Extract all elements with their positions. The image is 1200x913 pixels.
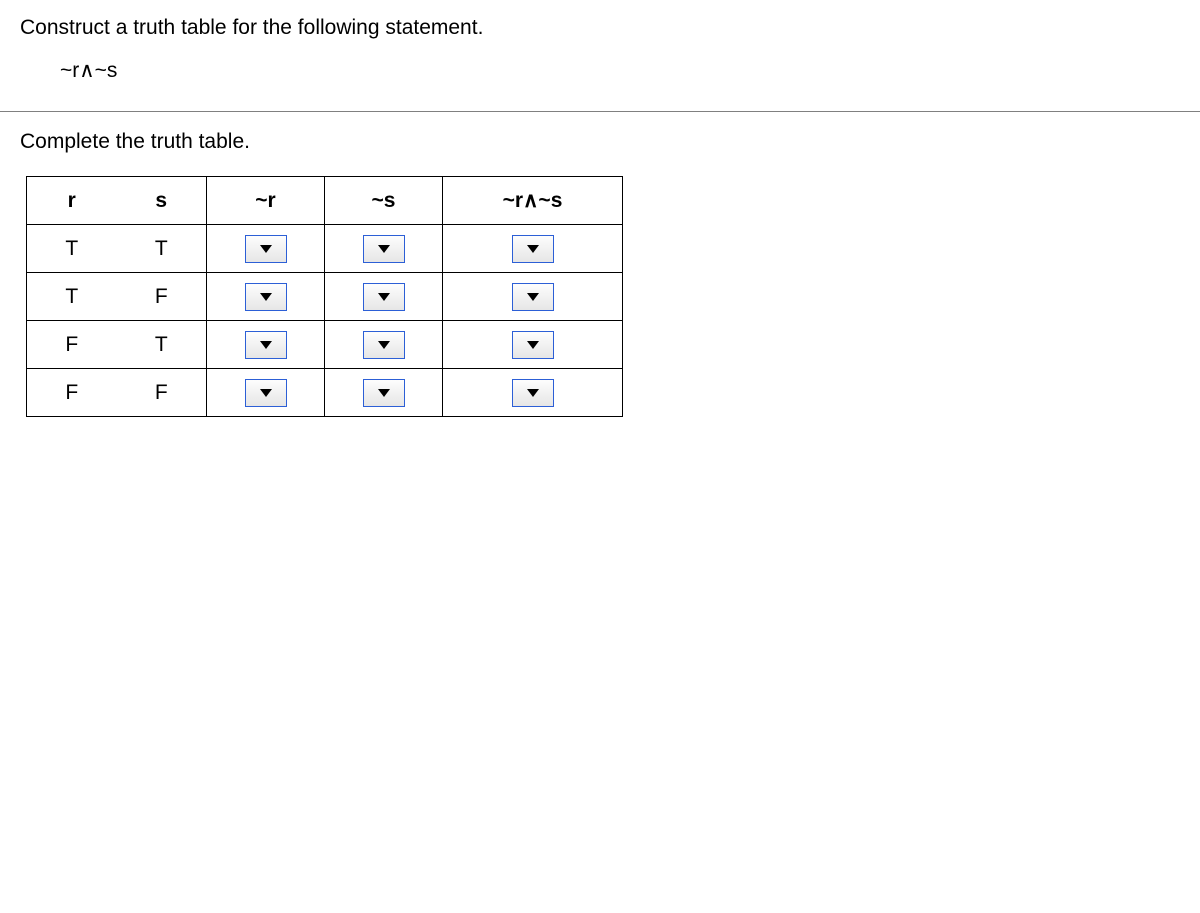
chevron-down-icon	[527, 341, 539, 349]
header-result: ~r∧~s	[443, 177, 623, 225]
cell-r: F	[27, 333, 117, 357]
chevron-down-icon	[378, 389, 390, 397]
cell-s: T	[117, 333, 207, 357]
table-row: F F	[27, 369, 623, 417]
dropdown-result[interactable]	[512, 283, 554, 311]
dropdown-not-s[interactable]	[363, 331, 405, 359]
chevron-down-icon	[260, 341, 272, 349]
table-row: T T	[27, 225, 623, 273]
chevron-down-icon	[527, 389, 539, 397]
cell-result	[443, 321, 623, 369]
cell-result	[443, 225, 623, 273]
chevron-down-icon	[378, 341, 390, 349]
cell-rs: T T	[27, 225, 207, 273]
header-not-r: ~r	[207, 177, 325, 225]
cell-not-s	[325, 369, 443, 417]
dropdown-not-s[interactable]	[363, 283, 405, 311]
table-header-row: r s ~r ~s ~r∧~s	[27, 177, 623, 225]
header-s: s	[117, 189, 207, 213]
chevron-down-icon	[378, 245, 390, 253]
cell-r: T	[27, 237, 117, 261]
chevron-down-icon	[260, 389, 272, 397]
dropdown-not-s[interactable]	[363, 379, 405, 407]
cell-s: F	[117, 285, 207, 309]
cell-s: T	[117, 237, 207, 261]
header-rs: r s	[27, 177, 207, 225]
chevron-down-icon	[527, 293, 539, 301]
cell-r: T	[27, 285, 117, 309]
cell-rs: T F	[27, 273, 207, 321]
chevron-down-icon	[378, 293, 390, 301]
cell-not-r	[207, 273, 325, 321]
cell-not-r	[207, 369, 325, 417]
logic-expression: ~r∧~s	[60, 58, 1180, 83]
dropdown-not-r[interactable]	[245, 235, 287, 263]
cell-result	[443, 273, 623, 321]
dropdown-not-r[interactable]	[245, 379, 287, 407]
table-row: F T	[27, 321, 623, 369]
dropdown-not-r[interactable]	[245, 283, 287, 311]
cell-rs: F T	[27, 321, 207, 369]
cell-not-r	[207, 225, 325, 273]
subinstruction-text: Complete the truth table.	[20, 130, 1180, 154]
cell-result	[443, 369, 623, 417]
cell-not-s	[325, 273, 443, 321]
header-not-s: ~s	[325, 177, 443, 225]
instruction-text: Construct a truth table for the followin…	[20, 16, 1180, 40]
cell-s: F	[117, 381, 207, 405]
chevron-down-icon	[260, 245, 272, 253]
chevron-down-icon	[260, 293, 272, 301]
cell-not-r	[207, 321, 325, 369]
section-divider	[0, 111, 1200, 112]
dropdown-result[interactable]	[512, 235, 554, 263]
dropdown-not-r[interactable]	[245, 331, 287, 359]
chevron-down-icon	[527, 245, 539, 253]
dropdown-result[interactable]	[512, 331, 554, 359]
cell-not-s	[325, 225, 443, 273]
cell-rs: F F	[27, 369, 207, 417]
header-r: r	[27, 189, 117, 213]
table-row: T F	[27, 273, 623, 321]
cell-r: F	[27, 381, 117, 405]
truth-table: r s ~r ~s ~r∧~s T T	[26, 176, 623, 417]
cell-not-s	[325, 321, 443, 369]
dropdown-not-s[interactable]	[363, 235, 405, 263]
dropdown-result[interactable]	[512, 379, 554, 407]
